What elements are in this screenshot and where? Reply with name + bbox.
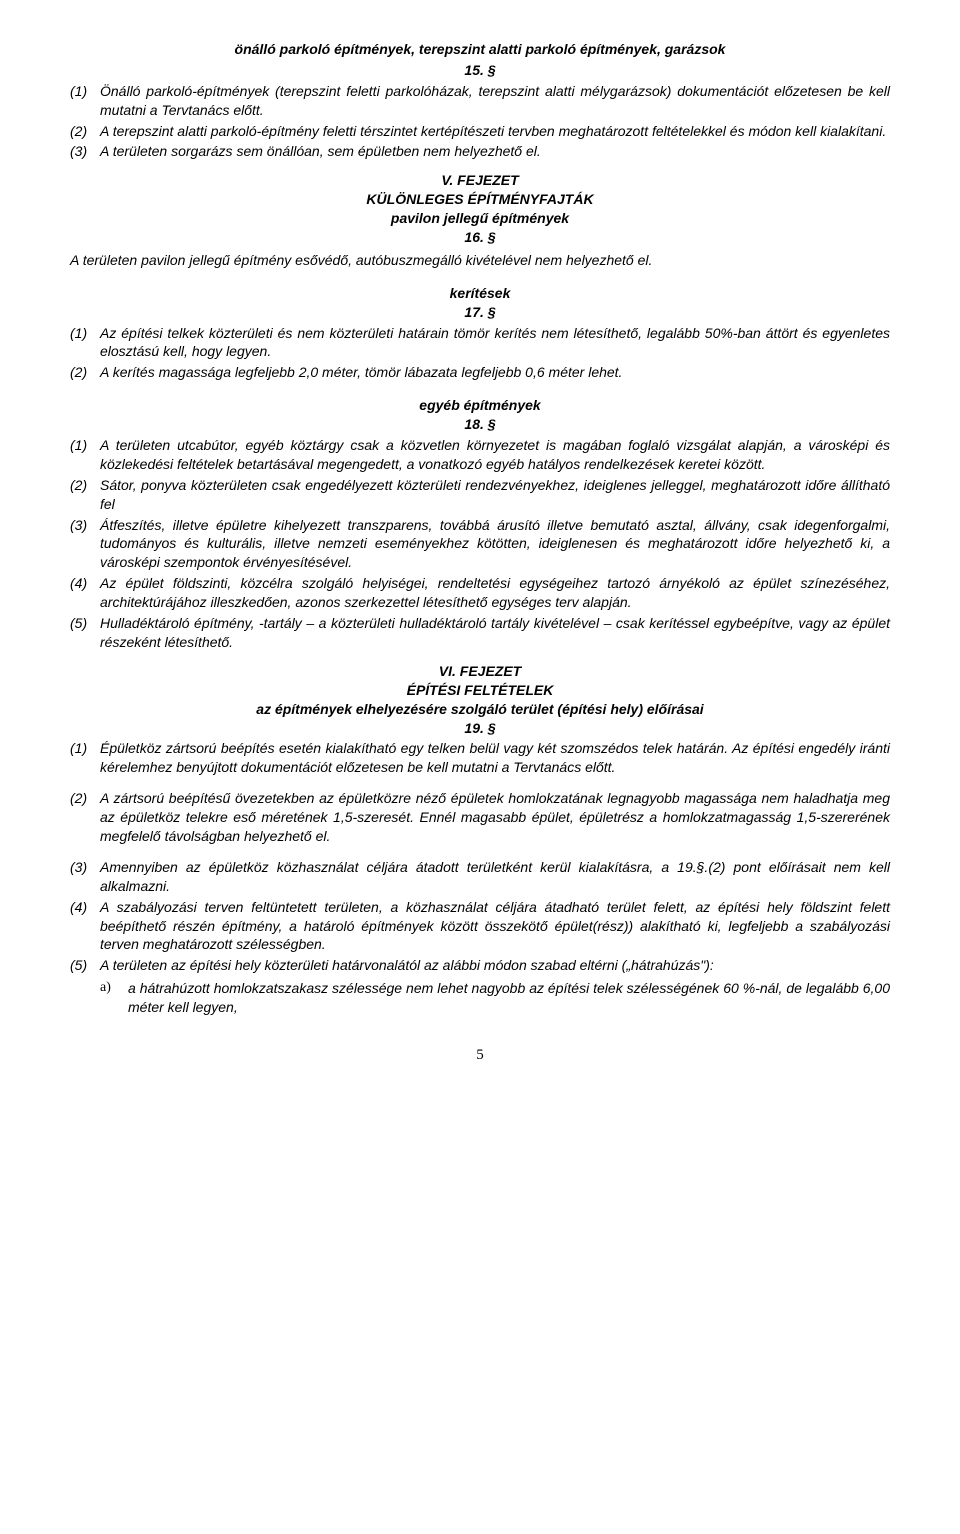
para-text: Az épület földszinti, közcélra szolgáló … [100,574,890,612]
section-15-number: 15. § [70,61,890,80]
para-text: Az építési telkek közterületi és nem köz… [100,324,890,362]
page-number: 5 [70,1045,890,1065]
para-number: (4) [70,898,100,955]
para-text: Önálló parkoló-építmények (terepszint fe… [100,82,890,120]
section-18-title: egyéb építmények 18. § [70,396,890,434]
chapter-vi-heading: VI. FEJEZET ÉPÍTÉSI FELTÉTELEK az építmé… [70,662,890,738]
para-number: (2) [70,122,100,141]
s15-p3: (3) A területen sorgarázs sem önállóan, … [70,142,890,161]
para-text: Hulladéktároló építmény, -tartály – a kö… [100,614,890,652]
para-number: (2) [70,476,100,514]
para-number: (2) [70,789,100,846]
para-number: (5) [70,956,100,975]
section-18-number: 18. § [70,415,890,434]
s18-p1: (1) A területen utcabútor, egyéb köztárg… [70,436,890,474]
para-number: (1) [70,324,100,362]
para-text: Átfeszítés, illetve épületre kihelyezett… [100,516,890,573]
section-16-number: 16. § [70,228,890,247]
para-text: A terepszint alatti parkoló-építmény fel… [100,122,890,141]
chapter-subhead: pavilon jellegű építmények [70,209,890,228]
s19-p3: (3) Amennyiben az épületköz közhasználat… [70,858,890,896]
section-19-number: 19. § [70,719,890,738]
para-number: (1) [70,436,100,474]
document-page: önálló parkoló építmények, terepszint al… [0,0,960,1095]
s18-p5: (5) Hulladéktároló építmény, -tartály – … [70,614,890,652]
para-text: A zártsorú beépítésű övezetekben az épül… [100,789,890,846]
para-text: Sátor, ponyva közterületen csak engedély… [100,476,890,514]
s19-p1: (1) Épületköz zártsorú beépítés esetén k… [70,739,890,777]
s18-p3: (3) Átfeszítés, illetve épületre kihelye… [70,516,890,573]
s19-p5: (5) A területen az építési hely közterül… [70,956,890,975]
para-text: Épületköz zártsorú beépítés esetén kiala… [100,739,890,777]
sub-text: a hátrahúzott homlokzatszakasz szélesség… [128,979,890,1017]
para-text: A területen utcabútor, egyéb köztárgy cs… [100,436,890,474]
para-number: (3) [70,142,100,161]
para-number: (2) [70,363,100,382]
s15-p1: (1) Önálló parkoló-építmények (terepszin… [70,82,890,120]
section-17-number: 17. § [70,303,890,322]
s19-p2: (2) A zártsorú beépítésű övezetekben az … [70,789,890,846]
s19-p1-a: Épületköz zártsorú beépítés esetén kiala… [100,740,732,756]
s19-p5-a: a) a hátrahúzott homlokzatszakasz széles… [70,979,890,1017]
s16-text: A területen pavilon jellegű építmény eső… [70,251,890,270]
chapter-subtitle: KÜLÖNLEGES ÉPÍTMÉNYFAJTÁK [70,190,890,209]
section-15-title: önálló parkoló építmények, terepszint al… [70,40,890,59]
para-number: (1) [70,739,100,777]
s18-p4: (4) Az épület földszinti, közcélra szolg… [70,574,890,612]
chapter-subhead: az építmények elhelyezésére szolgáló ter… [70,700,890,719]
para-number: (1) [70,82,100,120]
para-text: A területen sorgarázs sem önállóan, sem … [100,142,890,161]
s17-p2: (2) A kerítés magassága legfeljebb 2,0 m… [70,363,890,382]
para-text: Amennyiben az épületköz közhasználat cél… [100,858,890,896]
section-18-head: egyéb építmények [70,396,890,415]
para-text: A szabályozási terven feltüntetett terül… [100,898,890,955]
s17-p1: (1) Az építési telkek közterületi és nem… [70,324,890,362]
para-number: (3) [70,858,100,896]
para-number: (5) [70,614,100,652]
chapter-label: VI. FEJEZET [70,662,890,681]
section-17-title: kerítések 17. § [70,284,890,322]
para-text: A területen az építési hely közterületi … [100,956,890,975]
section-17-head: kerítések [70,284,890,303]
s15-p2: (2) A terepszint alatti parkoló-építmény… [70,122,890,141]
s19-p4: (4) A szabályozási terven feltüntetett t… [70,898,890,955]
chapter-subtitle: ÉPÍTÉSI FELTÉTELEK [70,681,890,700]
para-number: (4) [70,574,100,612]
s18-p2: (2) Sátor, ponyva közterületen csak enge… [70,476,890,514]
para-text: A kerítés magassága legfeljebb 2,0 méter… [100,363,890,382]
chapter-label: V. FEJEZET [70,171,890,190]
para-number: (3) [70,516,100,573]
sub-label: a) [100,979,128,1017]
chapter-v-heading: V. FEJEZET KÜLÖNLEGES ÉPÍTMÉNYFAJTÁK pav… [70,171,890,247]
